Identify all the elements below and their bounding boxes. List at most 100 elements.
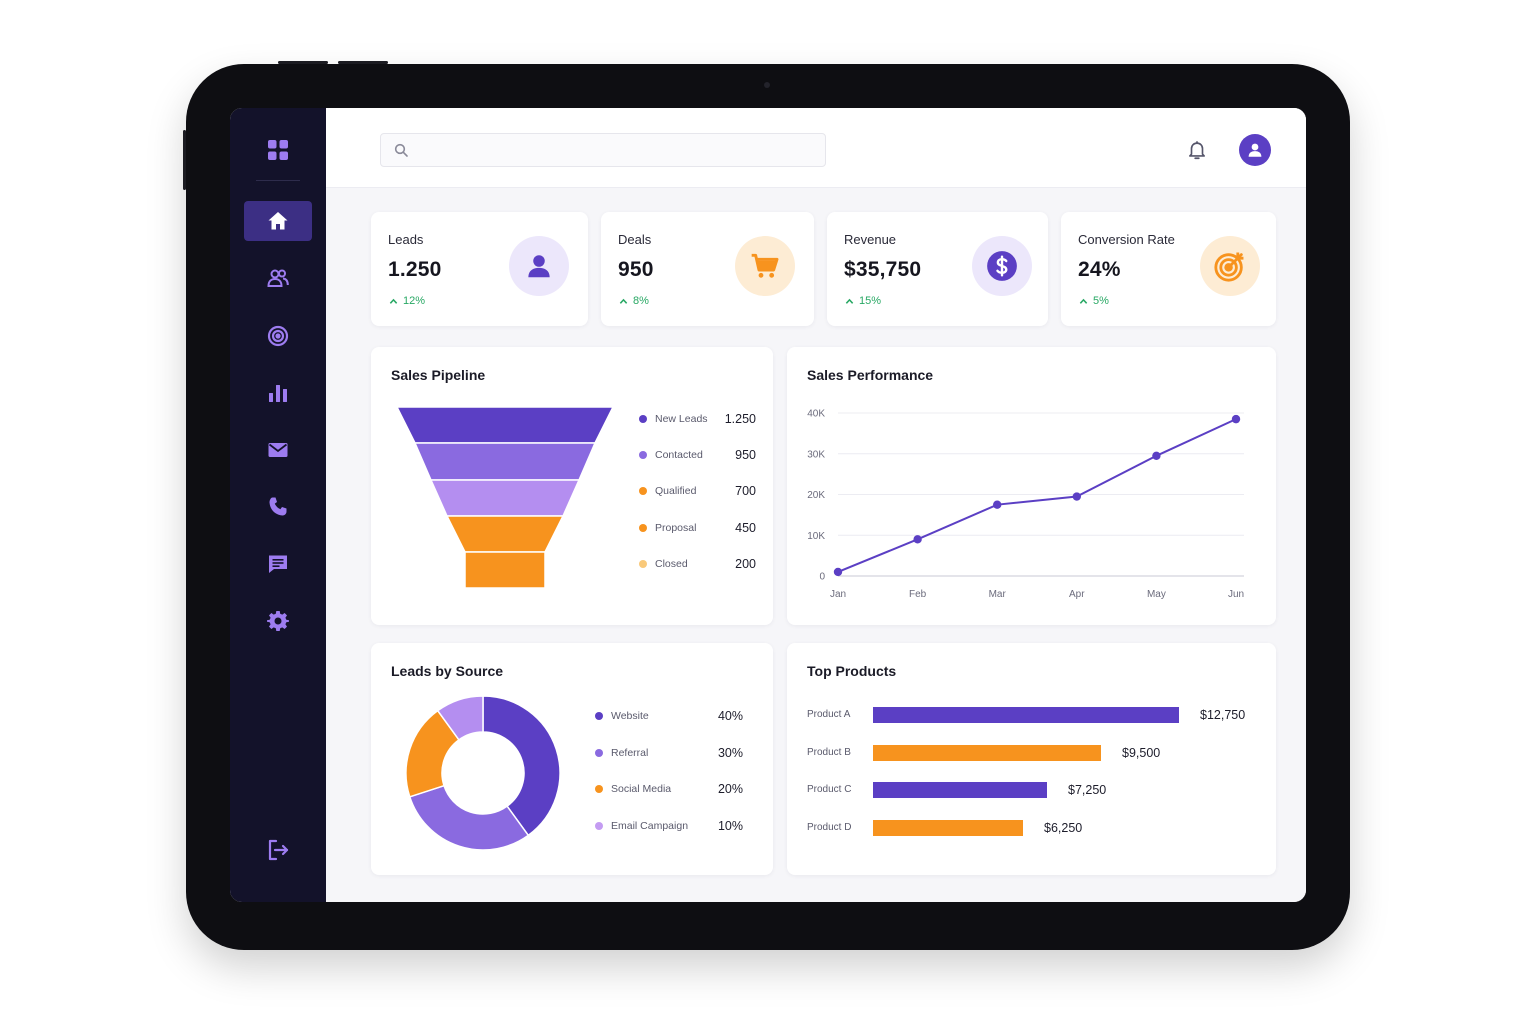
kpi-card-leads[interactable]: Leads 1.250 12% [371,212,588,326]
legend-label: Referral [611,746,649,759]
dollar-icon [987,251,1017,281]
legend-dot [639,523,647,532]
sidebar [230,108,326,902]
kpi-trend: 5% [1079,295,1109,307]
grid-logo-icon[interactable] [266,138,290,162]
kpi-value: $35,750 [844,258,922,281]
kpi-card-revenue[interactable]: Revenue $35,750 15% [827,212,1048,326]
series-line [837,418,1237,573]
legend-dot [595,821,603,830]
users-icon [267,269,289,287]
legend-value: 450 [735,520,756,535]
phone-icon [269,497,287,516]
kpi-title: Leads [388,232,424,247]
user-avatar-icon [1248,143,1262,157]
funnel-stage-1[interactable] [413,442,597,481]
product-bar[interactable] [873,707,1179,723]
pipeline-legend-item: Contacted [639,449,703,461]
funnel-stage-4[interactable] [464,551,546,589]
bar-category-label: Product A [807,709,851,720]
sidebar-item-mail[interactable] [244,430,312,470]
kpi-trend-value: 8% [633,295,649,307]
data-point[interactable] [833,567,843,577]
product-bar[interactable] [873,820,1023,837]
power-button [338,61,388,64]
funnel-chart [397,407,613,589]
legend-value: 40% [717,709,743,723]
legend-value: 20% [717,782,743,797]
donut-slice-referral[interactable] [408,784,530,851]
donut-slice-email-campaign[interactable] [436,695,484,741]
legend-value: 200 [735,556,756,571]
bar-category-label: Product D [807,822,852,834]
kpi-trend-value: 5% [1093,295,1109,307]
data-point[interactable] [913,535,922,544]
sidebar-item-settings[interactable] [244,601,312,641]
home-icon [268,212,288,230]
legend-dot [595,785,603,794]
legend-label: New Leads [655,413,708,425]
donut-slice-website[interactable] [482,695,561,837]
sidebar-item-home[interactable] [244,201,312,241]
data-point[interactable] [993,500,1002,509]
logout-icon [268,839,289,861]
kpi-icon-badge [735,236,795,296]
kpi-trend: 12% [389,295,425,307]
trend-up-icon [389,298,398,304]
product-bar[interactable] [873,782,1047,799]
x-tick-label: Apr [1069,589,1085,600]
data-point[interactable] [1231,414,1241,424]
source-legend-item: Email Campaign [595,820,688,832]
pipeline-legend-item: Qualified [639,485,696,497]
legend-label: Closed [655,557,688,570]
sidebar-item-messages[interactable] [244,544,312,584]
camera [764,82,770,88]
bar-value-label: $6,250 [1044,821,1083,836]
target-icon [1214,252,1244,282]
legend-value: 1.250 [724,412,756,426]
y-tick-label: 30K [807,449,825,460]
kpi-icon-badge [509,236,569,296]
sidebar-item-reports[interactable] [244,373,312,413]
logout-button[interactable] [244,830,312,870]
legend-dot [639,487,647,496]
funnel-stage-3[interactable] [445,515,565,553]
trend-up-icon [619,298,628,304]
funnel-stage-2[interactable] [429,479,581,517]
legend-dot [595,748,603,757]
source-legend-item: Social Media [595,783,671,795]
chat-icon [269,555,287,573]
legend-label: Qualified [655,485,697,498]
data-point[interactable] [1152,451,1161,460]
legend-dot [595,712,603,720]
top-products-card: Top Products Product A $12,750 Product B $9… [787,643,1276,875]
legend-dot [639,559,647,568]
user-icon [528,255,550,278]
trend-up-icon [1079,298,1088,304]
legend-label: Social Media [611,783,672,796]
volume-button [278,61,328,64]
kpi-trend-value: 15% [859,295,882,307]
funnel-stage-0[interactable] [397,407,613,444]
bell-icon[interactable] [1186,139,1208,161]
sidebar-item-contacts[interactable] [244,258,312,298]
avatar[interactable] [1239,134,1271,166]
data-point[interactable] [1072,492,1081,501]
bar-value-label: $7,250 [1068,783,1107,798]
card-title: Top Products [807,663,897,679]
sidebar-item-goals[interactable] [244,316,312,356]
kpi-title: Revenue [844,232,897,247]
kpi-card-conversion[interactable]: Conversion Rate 24% 5% [1061,212,1276,326]
kpi-icon-badge [1200,236,1260,296]
product-bar[interactable] [873,744,1101,761]
sales-performance-card: Sales Performance 40K 30K 20K 10K 0 Jan Feb Mar… [787,347,1276,625]
card-title: Sales Pipeline [391,367,486,383]
bar-value-label: $9,500 [1122,745,1161,760]
kpi-card-deals[interactable]: Deals 950 8% [601,212,814,326]
card-title: Sales Performance [807,367,934,383]
search-bar[interactable] [380,133,826,167]
sidebar-item-calls[interactable] [244,487,312,527]
legend-dot [639,451,647,460]
search-input[interactable] [417,134,825,166]
kpi-value: 1.250 [388,258,442,281]
